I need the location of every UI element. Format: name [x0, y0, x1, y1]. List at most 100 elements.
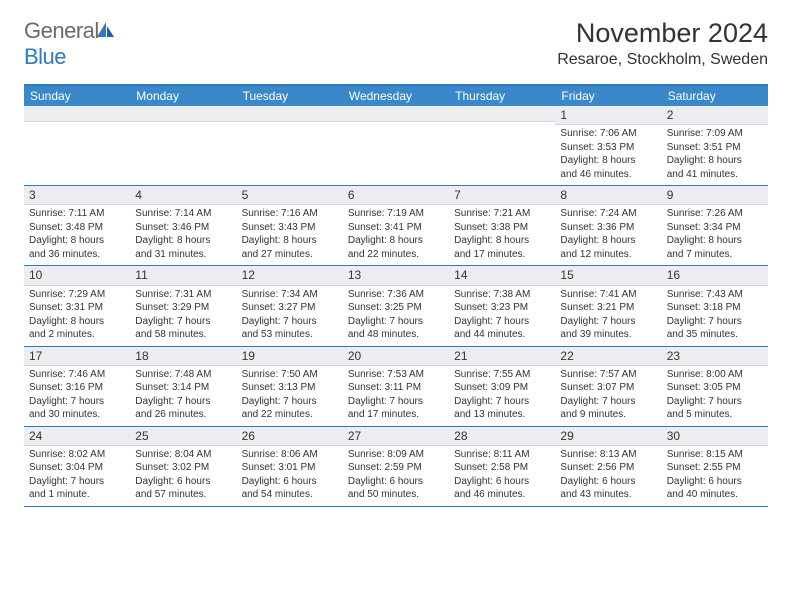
day-number: 13 [343, 266, 449, 285]
sunrise-text: Sunrise: 7:57 AM [560, 368, 656, 382]
daylight1-text: Daylight: 6 hours [560, 475, 656, 489]
daylight1-text: Daylight: 7 hours [667, 315, 763, 329]
sunset-text: Sunset: 3:14 PM [135, 381, 231, 395]
day-number: 26 [237, 427, 343, 446]
sunset-text: Sunset: 3:41 PM [348, 221, 444, 235]
daylight2-text: and 57 minutes. [135, 488, 231, 502]
sunset-text: Sunset: 2:58 PM [454, 461, 550, 475]
daylight1-text: Daylight: 8 hours [667, 154, 763, 168]
day-cell: 8Sunrise: 7:24 AMSunset: 3:36 PMDaylight… [555, 186, 661, 265]
day-header-sun: Sunday [24, 86, 130, 106]
daylight1-text: Daylight: 6 hours [667, 475, 763, 489]
daylight2-text: and 50 minutes. [348, 488, 444, 502]
day-header-mon: Monday [130, 86, 236, 106]
sunrise-text: Sunrise: 7:31 AM [135, 288, 231, 302]
sunrise-text: Sunrise: 7:24 AM [560, 207, 656, 221]
daylight2-text: and 41 minutes. [667, 168, 763, 182]
sunset-text: Sunset: 3:34 PM [667, 221, 763, 235]
day-cell: 9Sunrise: 7:26 AMSunset: 3:34 PMDaylight… [662, 186, 768, 265]
sunrise-text: Sunrise: 7:19 AM [348, 207, 444, 221]
sunset-text: Sunset: 3:46 PM [135, 221, 231, 235]
day-cell: 10Sunrise: 7:29 AMSunset: 3:31 PMDayligh… [24, 266, 130, 345]
day-number: 5 [237, 186, 343, 205]
sunset-text: Sunset: 3:36 PM [560, 221, 656, 235]
day-number: 16 [662, 266, 768, 285]
daylight2-text: and 43 minutes. [560, 488, 656, 502]
sunrise-text: Sunrise: 7:53 AM [348, 368, 444, 382]
daylight2-text: and 7 minutes. [667, 248, 763, 262]
day-cell: 4Sunrise: 7:14 AMSunset: 3:46 PMDaylight… [130, 186, 236, 265]
day-cell: 15Sunrise: 7:41 AMSunset: 3:21 PMDayligh… [555, 266, 661, 345]
sunset-text: Sunset: 3:38 PM [454, 221, 550, 235]
day-number: 12 [237, 266, 343, 285]
sunrise-text: Sunrise: 7:06 AM [560, 127, 656, 141]
daylight2-text: and 17 minutes. [454, 248, 550, 262]
sunrise-text: Sunrise: 8:13 AM [560, 448, 656, 462]
daylight1-text: Daylight: 7 hours [348, 395, 444, 409]
daylight2-text: and 22 minutes. [242, 408, 338, 422]
day-number: 9 [662, 186, 768, 205]
day-cell: 3Sunrise: 7:11 AMSunset: 3:48 PMDaylight… [24, 186, 130, 265]
daylight2-text: and 48 minutes. [348, 328, 444, 342]
sunset-text: Sunset: 3:48 PM [29, 221, 125, 235]
daylight2-text: and 39 minutes. [560, 328, 656, 342]
day-cell: 14Sunrise: 7:38 AMSunset: 3:23 PMDayligh… [449, 266, 555, 345]
sunrise-text: Sunrise: 7:48 AM [135, 368, 231, 382]
daylight2-text: and 2 minutes. [29, 328, 125, 342]
sunrise-text: Sunrise: 7:11 AM [29, 207, 125, 221]
daylight2-text: and 27 minutes. [242, 248, 338, 262]
day-cell: 23Sunrise: 8:00 AMSunset: 3:05 PMDayligh… [662, 347, 768, 426]
day-cell: 19Sunrise: 7:50 AMSunset: 3:13 PMDayligh… [237, 347, 343, 426]
daylight2-text: and 31 minutes. [135, 248, 231, 262]
sunrise-text: Sunrise: 7:55 AM [454, 368, 550, 382]
header: General Blue November 2024 Resaroe, Stoc… [24, 18, 768, 70]
day-cell [343, 106, 449, 185]
daylight2-text: and 12 minutes. [560, 248, 656, 262]
daylight2-text: and 44 minutes. [454, 328, 550, 342]
daylight1-text: Daylight: 7 hours [29, 475, 125, 489]
week-row: 17Sunrise: 7:46 AMSunset: 3:16 PMDayligh… [24, 347, 768, 427]
daylight1-text: Daylight: 7 hours [454, 315, 550, 329]
daylight1-text: Daylight: 7 hours [348, 315, 444, 329]
daylight2-text: and 9 minutes. [560, 408, 656, 422]
daylight1-text: Daylight: 8 hours [135, 234, 231, 248]
sunset-text: Sunset: 3:23 PM [454, 301, 550, 315]
sunrise-text: Sunrise: 7:34 AM [242, 288, 338, 302]
daylight2-text: and 30 minutes. [29, 408, 125, 422]
day-number: 17 [24, 347, 130, 366]
day-cell: 1Sunrise: 7:06 AMSunset: 3:53 PMDaylight… [555, 106, 661, 185]
sunrise-text: Sunrise: 7:38 AM [454, 288, 550, 302]
sunrise-text: Sunrise: 8:00 AM [667, 368, 763, 382]
sunset-text: Sunset: 3:09 PM [454, 381, 550, 395]
sunrise-text: Sunrise: 8:09 AM [348, 448, 444, 462]
sunset-text: Sunset: 3:02 PM [135, 461, 231, 475]
week-row: 24Sunrise: 8:02 AMSunset: 3:04 PMDayligh… [24, 427, 768, 507]
daylight1-text: Daylight: 7 hours [454, 395, 550, 409]
sunrise-text: Sunrise: 7:41 AM [560, 288, 656, 302]
sunset-text: Sunset: 3:29 PM [135, 301, 231, 315]
daylight1-text: Daylight: 7 hours [667, 395, 763, 409]
logo-general: General [24, 18, 99, 43]
daylight2-text: and 46 minutes. [454, 488, 550, 502]
daylight1-text: Daylight: 8 hours [29, 315, 125, 329]
daylight2-text: and 1 minute. [29, 488, 125, 502]
sunset-text: Sunset: 3:11 PM [348, 381, 444, 395]
sunset-text: Sunset: 2:59 PM [348, 461, 444, 475]
logo-blue: Blue [24, 44, 66, 69]
daylight2-text: and 40 minutes. [667, 488, 763, 502]
day-header-wed: Wednesday [343, 86, 449, 106]
daylight2-text: and 22 minutes. [348, 248, 444, 262]
day-number: 15 [555, 266, 661, 285]
day-cell: 20Sunrise: 7:53 AMSunset: 3:11 PMDayligh… [343, 347, 449, 426]
sunrise-text: Sunrise: 8:02 AM [29, 448, 125, 462]
day-cell: 24Sunrise: 8:02 AMSunset: 3:04 PMDayligh… [24, 427, 130, 506]
sunset-text: Sunset: 3:01 PM [242, 461, 338, 475]
sunset-text: Sunset: 3:51 PM [667, 141, 763, 155]
weeks-container: 1Sunrise: 7:06 AMSunset: 3:53 PMDaylight… [24, 106, 768, 507]
sunrise-text: Sunrise: 7:29 AM [29, 288, 125, 302]
day-cell: 11Sunrise: 7:31 AMSunset: 3:29 PMDayligh… [130, 266, 236, 345]
day-number [24, 106, 130, 122]
day-header-sat: Saturday [662, 86, 768, 106]
day-cell: 6Sunrise: 7:19 AMSunset: 3:41 PMDaylight… [343, 186, 449, 265]
daylight1-text: Daylight: 8 hours [29, 234, 125, 248]
